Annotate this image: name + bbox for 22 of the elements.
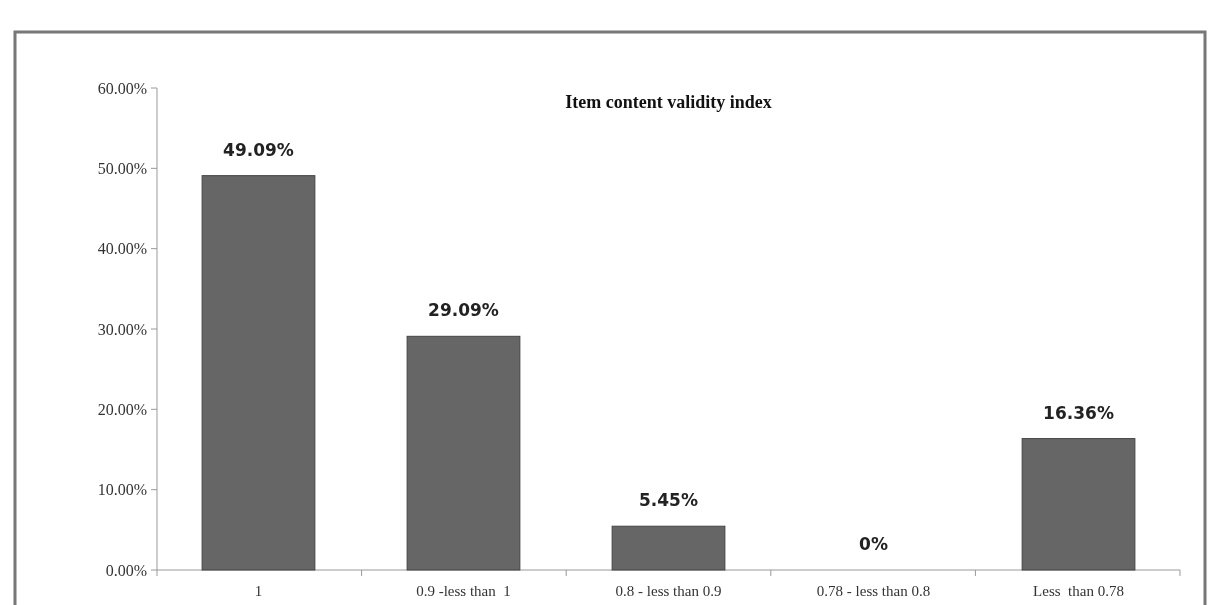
x-tick-label: 0.8 - less than 0.9 [615,583,722,599]
chart-title: Item content validity index [565,92,772,112]
data-label: 49.09% [223,139,294,160]
data-label: 29.09% [428,300,499,321]
y-tick-label: 20.00% [97,400,147,418]
x-tick-label: 0.78 - less than 0.8 [816,583,931,599]
data-label: 16.36% [1043,402,1114,423]
y-tick-label: 60.00% [97,79,147,97]
bar [611,525,726,571]
x-tick-label: Less than 0.78 [1033,583,1124,599]
y-tick-label: 40.00% [97,240,147,258]
x-tick-label: 1 [254,583,263,599]
bar [1021,438,1136,571]
data-label: 0% [859,534,888,554]
y-tick-label: 30.00% [97,320,147,338]
x-tick-label: 0.9 -less than 1 [416,583,511,599]
y-tick-label: 0.00% [105,561,147,579]
bar [201,175,316,571]
y-tick-label: 10.00% [97,481,147,499]
data-label: 5.45% [639,490,698,511]
bar [406,335,521,571]
y-tick-label: 50.00% [97,159,147,177]
